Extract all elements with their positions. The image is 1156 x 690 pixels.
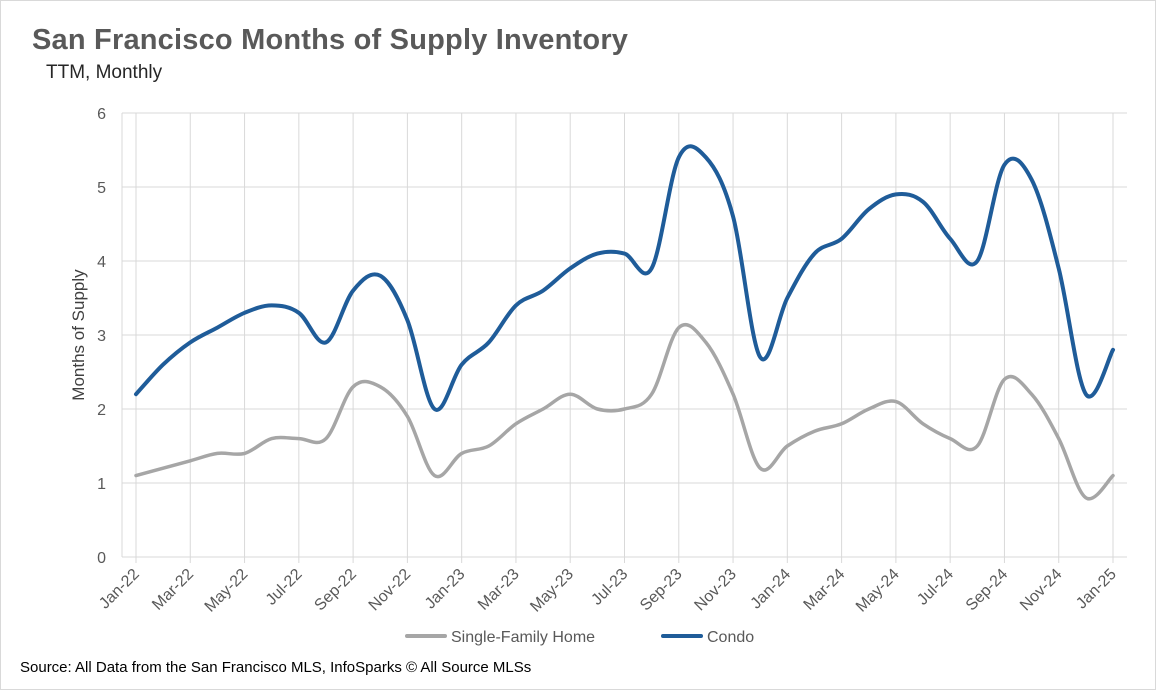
x-tick-label: Mar-22 [149,566,197,614]
x-tick-label: Jan-22 [96,566,143,613]
y-axis-title: Months of Supply [69,269,88,401]
legend: Single-Family Home Condo [405,629,754,646]
y-tick-label: 6 [97,106,106,123]
source-note: Source: All Data from the San Francisco … [20,659,532,676]
y-tick-label: 4 [97,254,106,271]
y-tick-label: 0 [97,550,106,567]
x-tick-labels: Jan-22 Mar-22 May-22 Jul-22 Sep-22 Nov-22 Jan-… [96,566,1120,616]
y-tick-labels: 0 1 2 3 4 5 6 [97,106,106,567]
y-tick-label: 2 [97,402,106,419]
legend-label-single-family-home: Single-Family Home [451,629,595,646]
chart-subtitle: TTM, Monthly [46,62,163,83]
x-tick-label: Sep-24 [963,566,1012,615]
x-tick-label: Sep-23 [637,566,686,615]
series-line-condo [134,144,1115,412]
x-tick-label: Jan-23 [422,566,469,613]
x-tick-label: Jul-23 [588,566,631,609]
y-tick-label: 1 [97,476,106,493]
x-tick-label: Nov-23 [691,566,740,615]
y-tick-label: 5 [97,180,106,197]
x-tick-label: May-24 [853,566,903,616]
x-tick-label: Nov-22 [366,566,415,615]
chart-title: San Francisco Months of Supply Inventory [32,24,629,56]
x-tick-label: May-23 [527,566,577,616]
x-tick-label: Jul-24 [914,566,957,609]
x-tick-label: Mar-23 [475,566,523,614]
y-tick-label: 3 [97,328,106,345]
x-tick-label: May-22 [202,566,252,616]
legend-label-condo: Condo [707,629,754,646]
grid-lines [121,112,1127,563]
x-tick-label: Jan-25 [1073,566,1120,613]
series-lines [134,144,1115,501]
series-line-single-family-home [134,322,1115,501]
x-tick-label: Mar-24 [801,566,849,614]
x-tick-label: Nov-24 [1017,566,1066,615]
x-tick-label: Jan-24 [748,566,795,613]
x-tick-label: Jul-22 [263,566,306,609]
x-tick-label: Sep-22 [311,566,360,615]
